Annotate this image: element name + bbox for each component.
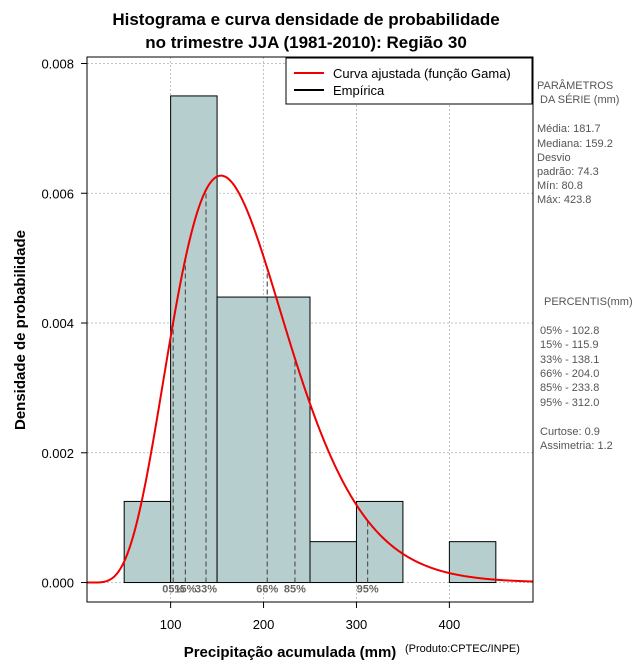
x-tick-label: 400 xyxy=(439,617,461,632)
chart-title-line2: no trimestre JJA (1981-2010): Região 30 xyxy=(145,33,467,52)
histogram-bars xyxy=(123,95,497,584)
histogram-bar xyxy=(448,541,497,584)
y-tick-label: 0.008 xyxy=(41,56,74,71)
percentil-15: 15% - 115.9 xyxy=(540,339,599,351)
histogram-bar xyxy=(216,296,311,584)
params-title-line2: DA SÉRIE (mm) xyxy=(540,93,619,106)
x-axis: 100 200 300 400 xyxy=(160,602,460,632)
side-panel: PARÂMETROS DA SÉRIE (mm) Média: 181.7 Me… xyxy=(537,79,633,452)
percentile-label: 85% xyxy=(284,584,306,596)
percentile-label: 66% xyxy=(256,584,278,596)
percentis-title: PERCENTIS(mm) xyxy=(544,296,633,308)
kurtosis: Curtose: 0.9 xyxy=(540,426,600,438)
percentile-label: 05% xyxy=(162,584,184,596)
percentile-label: 95% xyxy=(357,584,379,596)
param-max: Máx: 423.8 xyxy=(537,194,591,206)
x-tick-label: 200 xyxy=(253,617,275,632)
histogram-bar xyxy=(170,95,218,584)
percentile-label: 33% xyxy=(195,584,217,596)
legend: Curva ajustada (função Gama) Empírica xyxy=(285,57,533,105)
params-title-line1: PARÂMETROS xyxy=(537,79,613,92)
param-median: Mediana: 159.2 xyxy=(537,138,613,150)
histogram-bar xyxy=(309,541,357,584)
percentil-85: 85% - 233.8 xyxy=(540,382,599,394)
skewness: Assimetria: 1.2 xyxy=(540,440,613,452)
param-stddev-value: padrão: 74.3 xyxy=(537,166,599,178)
plot-frame xyxy=(86,56,534,603)
credit-text: (Produto:CPTEC/INPE) xyxy=(405,643,520,655)
param-mean: Média: 181.7 xyxy=(537,123,601,135)
y-tick-label: 0.000 xyxy=(41,576,74,591)
x-axis-label: Precipitação acumulada (mm) xyxy=(184,644,397,660)
percentile-markers: 05%15%33% 66% 85% 95% xyxy=(162,189,379,596)
y-tick-label: 0.004 xyxy=(41,316,74,331)
y-tick-label: 0.006 xyxy=(41,186,74,201)
legend-curve-label: Curva ajustada (função Gama) xyxy=(333,66,511,81)
legend-empirical-label: Empírica xyxy=(333,83,385,98)
y-axis: 0.000 0.002 0.004 0.006 0.008 xyxy=(41,56,87,591)
chart-title-line1: Histograma e curva densidade de probabil… xyxy=(112,10,499,29)
param-stddev-label: Desvio xyxy=(537,152,571,164)
legend-box xyxy=(285,57,533,105)
percentil-95: 95% - 312.0 xyxy=(540,397,599,409)
param-min: Mín: 80.8 xyxy=(537,180,583,192)
y-axis-label: Densidade de probabilidade xyxy=(12,230,29,430)
gamma-curve xyxy=(87,174,534,584)
percentil-33: 33% - 138.1 xyxy=(540,354,599,366)
percentil-66: 66% - 204.0 xyxy=(540,368,599,380)
percentile-label: 15% xyxy=(174,584,196,596)
x-tick-label: 300 xyxy=(346,617,368,632)
x-tick-label: 100 xyxy=(160,617,182,632)
percentil-05: 05% - 102.8 xyxy=(540,325,599,337)
y-tick-label: 0.002 xyxy=(41,446,74,461)
